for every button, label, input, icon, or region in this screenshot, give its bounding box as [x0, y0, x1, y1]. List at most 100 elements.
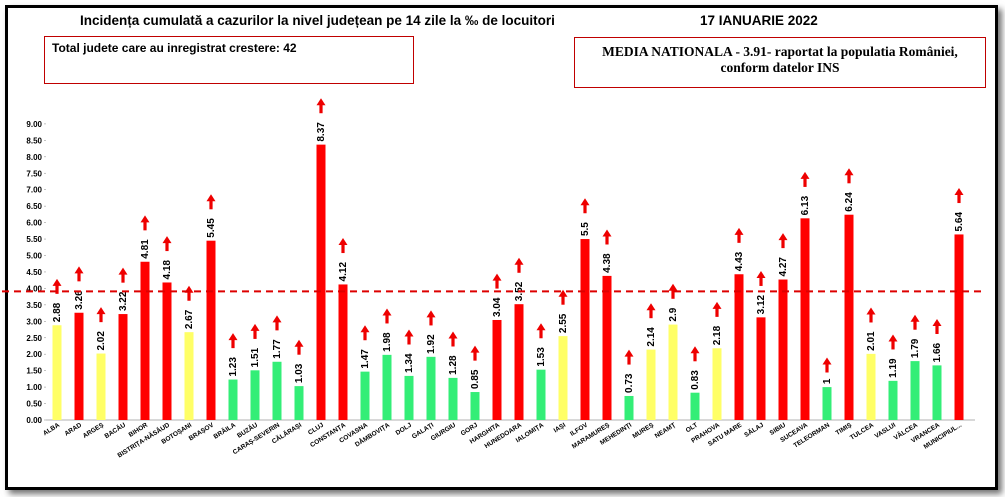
increase-arrow-shaft [869, 313, 873, 323]
bar [294, 386, 304, 420]
national-average-line2: conform datelor INS [720, 60, 840, 75]
increase-arrow-head [602, 229, 612, 237]
bar-value-label: 0.85 [470, 369, 481, 389]
bar [888, 380, 898, 420]
bar [250, 370, 260, 420]
bar-value-label: 3.12 [756, 294, 767, 314]
chart-title: Incidența cumulată a cazurilor la nivel … [80, 13, 555, 28]
x-category-label: ARGEȘ [82, 421, 106, 440]
y-tick-label: 8.00 [26, 153, 42, 162]
y-tick-label: 1.00 [26, 383, 42, 392]
bar [338, 284, 348, 420]
y-tick-label: 9.00 [26, 120, 42, 129]
bar-value-label: 1.03 [294, 363, 305, 383]
bar-value-label: 4.18 [162, 260, 173, 280]
y-tick-label: 5.50 [26, 235, 42, 244]
bar [558, 336, 568, 420]
increase-arrow-shaft [209, 200, 213, 210]
bar [844, 214, 854, 420]
bar [140, 261, 150, 420]
increase-arrow-shaft [517, 263, 521, 273]
increase-arrow-shaft [407, 335, 411, 345]
bar [426, 356, 436, 420]
increase-arrow-shaft [671, 289, 675, 299]
increase-arrow-head [52, 278, 62, 286]
bar [404, 375, 414, 420]
increase-arrow-shaft [319, 104, 323, 114]
increase-arrow-head [866, 307, 876, 315]
bar-value-label: 0.83 [690, 370, 701, 390]
bar-value-label: 2.55 [558, 313, 569, 333]
increase-arrow-head [140, 215, 150, 223]
increase-arrow-head [96, 307, 106, 315]
bar-value-label: 1.66 [932, 342, 943, 362]
increase-arrow-head [712, 301, 722, 309]
y-tick-label: 2.00 [26, 350, 42, 359]
bar-value-label: 3.22 [118, 291, 129, 311]
increase-arrow-shaft [495, 279, 499, 289]
bar-value-label: 5.64 [954, 212, 965, 232]
increase-arrow-head [448, 331, 458, 339]
bar [690, 392, 700, 420]
increase-arrow-head [492, 273, 502, 281]
bar-value-label: 1.92 [426, 334, 437, 354]
chart-date: 17 IANUARIE 2022 [700, 13, 818, 28]
increase-arrow-head [910, 314, 920, 322]
bar [910, 361, 920, 420]
bar-value-label: 1.51 [250, 347, 261, 367]
y-tick-label: 1.50 [26, 367, 42, 376]
increase-arrow-shaft [143, 221, 147, 231]
y-tick-label: 7.00 [26, 186, 42, 195]
y-tick-label: 6.50 [26, 202, 42, 211]
bar-value-label: 2.9 [668, 307, 679, 321]
increase-arrow-shaft [891, 340, 895, 350]
increase-arrow-head [272, 315, 282, 323]
bar-value-label: 2.02 [96, 331, 107, 351]
bar-value-label: 6.13 [800, 195, 811, 215]
bar-value-label: 3.26 [74, 290, 85, 310]
x-category-label: BACĂU [102, 420, 127, 440]
bar-value-label: 5.5 [580, 222, 591, 236]
increase-arrow-shaft [253, 329, 257, 339]
bar-value-label: 0.73 [624, 373, 635, 393]
bar [228, 379, 238, 420]
increase-arrow-head [250, 323, 260, 331]
bar [492, 319, 502, 420]
bar [382, 354, 392, 420]
increase-arrow-head [558, 289, 568, 297]
national-average-line1: MEDIA NATIONALA - 3.91- raportat la popu… [602, 44, 958, 59]
bar-value-label: 4.38 [602, 253, 613, 273]
bar-value-label: 6.24 [844, 192, 855, 212]
increase-arrow-shaft [781, 239, 785, 249]
increase-arrow-shaft [99, 313, 103, 323]
x-category-label: ALBA [42, 422, 61, 438]
y-tick-label: 4.00 [26, 284, 42, 293]
bar [360, 371, 370, 420]
increase-count-text: Total judete care au inregistrat crester… [52, 41, 297, 55]
bar-value-label: 2.88 [52, 302, 63, 322]
national-average-box: MEDIA NATIONALA - 3.91- raportat la popu… [574, 37, 986, 88]
bar-value-label: 1.53 [536, 347, 547, 367]
bar [580, 239, 590, 420]
x-category-label: IAȘI [553, 422, 568, 435]
increase-arrow-shaft [165, 242, 169, 252]
increase-arrow-head [206, 194, 216, 202]
increase-arrow-shaft [847, 174, 851, 184]
increase-arrow-shaft [539, 329, 543, 339]
bar-value-label: 1.34 [404, 353, 415, 373]
increase-arrow-shaft [913, 320, 917, 330]
increase-arrow-head [580, 198, 590, 206]
bar [470, 392, 480, 420]
increase-arrow-head [646, 303, 656, 311]
bar-value-label: 1 [822, 378, 833, 384]
x-category-label: ARAD [63, 422, 83, 438]
x-category-label: BRAȘOV [188, 421, 216, 442]
increase-arrow-shaft [759, 276, 763, 286]
increase-arrow-shaft [275, 321, 279, 331]
increase-arrow-head [74, 266, 84, 274]
bar [624, 395, 634, 420]
increase-arrow-shaft [231, 339, 235, 349]
bar-value-label: 1.98 [382, 332, 393, 352]
bar [272, 361, 282, 420]
